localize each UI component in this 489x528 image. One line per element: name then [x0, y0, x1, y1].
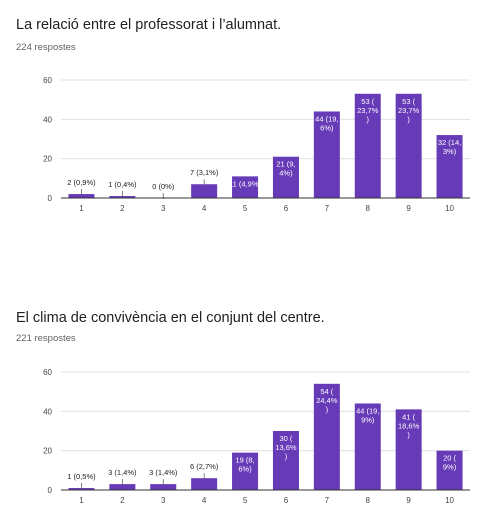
data-label: 53 (23,7%) [398, 97, 420, 124]
bar [272, 156, 299, 198]
chart-title: La relació entre el professorat i l’alum… [16, 17, 282, 33]
bar-chart: 0 20 40 60 1 1 (0,5%) 2 3 (1,4%) 3 3 (1,4%) 4 6 (2,… [43, 368, 470, 505]
x-tick-label: 6 [284, 496, 289, 505]
bar [354, 93, 381, 198]
x-tick-label: 3 [161, 204, 166, 213]
chart-panel-school-coexistence-climate: El clima de convivència en el conjunt de… [0, 292, 489, 528]
bar [395, 409, 422, 490]
data-label: 19 (8, 6%) [235, 456, 254, 474]
chart-title: El clima de convivència en el conjunt de… [16, 310, 325, 326]
x-tick-label: 1 [79, 204, 84, 213]
x-tick-label: 7 [325, 204, 330, 213]
x-tick-label: 9 [406, 204, 411, 213]
bar [395, 93, 422, 198]
data-label: 1 (0,4%) [108, 180, 137, 189]
x-tick-label: 5 [243, 204, 248, 213]
data-label: 3 (1,4%) [149, 468, 178, 477]
data-label: 3 (1,4%) [108, 468, 137, 477]
x-tick-label: 6 [284, 204, 289, 213]
bar [354, 403, 381, 490]
bar [313, 111, 340, 198]
y-tick-label: 60 [43, 368, 52, 377]
x-tick-label: 8 [366, 496, 371, 505]
y-tick-label: 60 [43, 76, 52, 85]
data-label: 21 (9, 4%) [276, 160, 295, 178]
bar-chart: 0 20 40 60 1 2 (0,9%) 2 1 (0,4%) 3 0 (0%) 4 7 (3,1%… [43, 76, 470, 213]
bar [109, 484, 136, 490]
x-tick-label: 8 [366, 204, 371, 213]
x-tick-label: 9 [406, 496, 411, 505]
y-tick-label: 40 [43, 407, 52, 416]
bar [191, 478, 218, 490]
bar [272, 431, 299, 490]
x-tick-label: 2 [120, 496, 125, 505]
data-label: 7 (3,1%) [190, 168, 219, 177]
bar [232, 176, 259, 198]
data-label: 44 (19, 9%) [356, 406, 379, 424]
x-tick-label: 4 [202, 496, 207, 505]
x-tick-label: 4 [202, 204, 207, 213]
bar [68, 194, 95, 198]
x-tick-label: 3 [161, 496, 166, 505]
data-label: 1 (0,5%) [67, 472, 96, 481]
data-label: 41 (18,6%) [398, 412, 420, 439]
data-label: 20 (9%) [443, 454, 457, 472]
data-label: 6 (2,7%) [190, 462, 219, 471]
y-tick-label: 0 [48, 194, 53, 203]
bar [436, 135, 463, 198]
data-label: 11 (4,9%) [229, 179, 261, 188]
data-label: 54 (24,4%) [316, 387, 338, 414]
y-tick-label: 20 [43, 447, 52, 456]
bar [436, 450, 463, 490]
data-label: 32 (14, 3%) [438, 138, 461, 156]
x-tick-label: 10 [445, 496, 454, 505]
data-label: 2 (0,9%) [67, 178, 96, 187]
bar [313, 383, 340, 490]
response-count: 221 respostes [16, 333, 76, 344]
data-label: 44 (19, 6%) [315, 114, 338, 132]
x-tick-label: 5 [243, 496, 248, 505]
bar [150, 484, 177, 490]
chart-panel-teacher-student-relationship: La relació entre el professorat i l’alum… [16, 17, 470, 213]
x-tick-label: 7 [325, 496, 330, 505]
y-tick-label: 20 [43, 155, 52, 164]
x-tick-label: 2 [120, 204, 125, 213]
x-tick-label: 10 [445, 204, 454, 213]
data-label: 53 (23,7%) [357, 97, 379, 124]
bar [232, 452, 259, 490]
x-tick-label: 1 [79, 496, 84, 505]
data-label: 0 (0%) [152, 182, 175, 191]
response-count: 224 respostes [16, 42, 76, 53]
bar [191, 184, 218, 198]
y-tick-label: 0 [48, 486, 53, 495]
y-tick-label: 40 [43, 115, 52, 124]
data-label: 30 (13,6%) [275, 434, 297, 461]
